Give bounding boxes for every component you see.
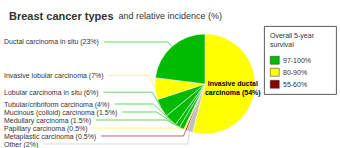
svg-text:Ductal carcinoma in situ (23%): Ductal carcinoma in situ (23%) <box>4 38 99 46</box>
svg-text:80-90%: 80-90% <box>283 69 307 76</box>
svg-text:carcinoma (54%): carcinoma (54%) <box>205 89 261 97</box>
svg-text:Medullary carcinoma (1.5%): Medullary carcinoma (1.5%) <box>4 117 91 125</box>
svg-text:Papillary carcinoma (0.5%): Papillary carcinoma (0.5%) <box>4 125 88 133</box>
svg-text:Metaplastic carcinoma (0.5%): Metaplastic carcinoma (0.5%) <box>4 133 96 141</box>
svg-text:Mucinous (colloid) carcinoma (: Mucinous (colloid) carcinoma (1.5%) <box>4 109 117 117</box>
svg-text:97-100%: 97-100% <box>283 57 311 64</box>
svg-text:Tubular/cribriform carcinoma (: Tubular/cribriform carcinoma (4%) <box>4 101 110 109</box>
svg-text:Invasive ductal: Invasive ductal <box>208 80 258 87</box>
svg-text:Overall 5-year: Overall 5-year <box>270 32 315 40</box>
svg-text:Breast cancer types: Breast cancer types <box>9 10 114 22</box>
svg-text:55-60%: 55-60% <box>283 81 307 88</box>
svg-text:survival: survival <box>270 41 294 48</box>
svg-text:Other (2%): Other (2%) <box>4 141 38 148</box>
svg-text:and relative incidence (%): and relative incidence (%) <box>119 11 223 21</box>
svg-text:Invasive lobular carcinoma (7%: Invasive lobular carcinoma (7%) <box>4 72 104 80</box>
svg-text:Lobular carcinoma in situ (6%): Lobular carcinoma in situ (6%) <box>4 89 99 97</box>
